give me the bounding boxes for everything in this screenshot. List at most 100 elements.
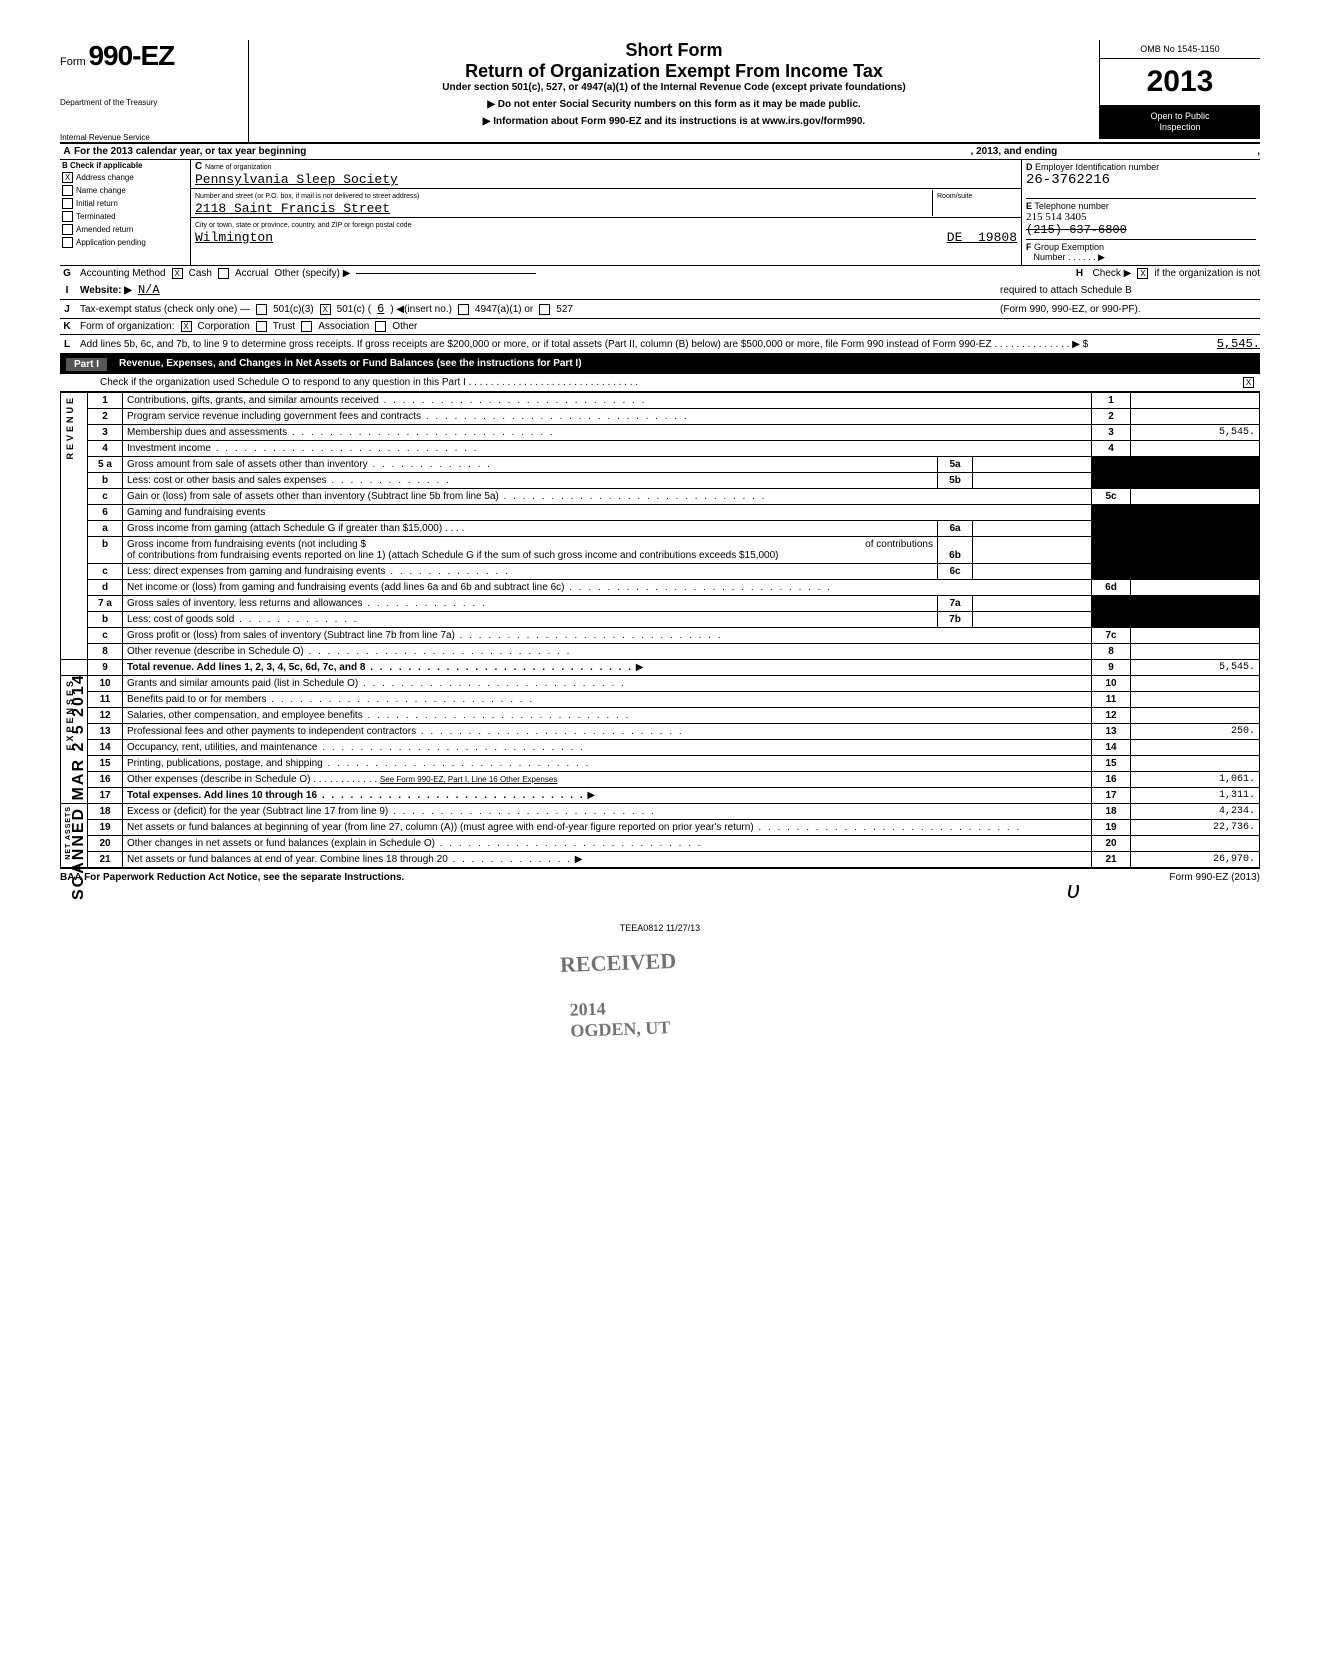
- col-c-org-info: C Name of organization Pennsylvania Slee…: [191, 160, 1022, 265]
- chk-amended[interactable]: [62, 224, 73, 235]
- ln12-desc: Salaries, other compensation, and employ…: [127, 710, 630, 721]
- website-val: N/A: [138, 283, 160, 297]
- ln2-desc: Program service revenue including govern…: [127, 411, 689, 422]
- chk-4947[interactable]: [458, 304, 469, 315]
- letter-c: C: [195, 161, 202, 172]
- ln10-num: 10: [88, 676, 123, 692]
- signature-mark: ʋ: [1067, 877, 1080, 905]
- 501c-num: 6: [377, 302, 384, 316]
- line-j: J Tax-exempt status (check only one) — 5…: [60, 299, 1260, 318]
- ln5c-amt: [1131, 489, 1260, 505]
- chk-other-org[interactable]: [375, 321, 386, 332]
- ln5a-val: [973, 457, 1092, 473]
- title-box: Short Form Return of Organization Exempt…: [249, 40, 1099, 127]
- chk-h[interactable]: X: [1137, 268, 1148, 279]
- ln21-num: 21: [88, 852, 123, 868]
- footer: BAA For Paperwork Reduction Act Notice, …: [60, 868, 1260, 883]
- ln14-desc: Occupancy, rent, utilities, and maintena…: [127, 742, 585, 753]
- lbl-group-num: Number . . . . . . ▶: [1034, 252, 1105, 262]
- ln9-lbl: 9: [1092, 660, 1131, 676]
- form-number-box: Form 990-EZ Department of the Treasury I…: [60, 40, 249, 142]
- chk-corp[interactable]: X: [181, 321, 192, 332]
- ln5c-lbl: 5c: [1092, 489, 1131, 505]
- ln14-num: 14: [88, 740, 123, 756]
- ln16-note: See Form 990-EZ, Part I, Line 16 Other E…: [380, 775, 557, 784]
- ln16-lbl: 16: [1092, 772, 1131, 788]
- col-def: D Employer Identification number 26-3762…: [1022, 160, 1260, 265]
- ln6b-desc: Gross income from fundraising events (no…: [127, 539, 366, 550]
- ln15-num: 15: [88, 756, 123, 772]
- chk-accrual[interactable]: [218, 268, 229, 279]
- chk-527[interactable]: [539, 304, 550, 315]
- line-g-h: G Accounting Method XCash Accrual Other …: [60, 265, 1260, 281]
- ln13-num: 13: [88, 724, 123, 740]
- lbl-form-org: Form of organization:: [80, 321, 175, 332]
- lbl-assoc: Association: [318, 321, 369, 332]
- lbl-addr-change: Address change: [76, 173, 134, 182]
- letter-b: B: [62, 161, 68, 170]
- omb-number: OMB No 1545-1150: [1100, 40, 1260, 59]
- ln6-num: 6: [88, 505, 123, 521]
- ln11-lbl: 11: [1092, 692, 1131, 708]
- form-prefix: Form: [60, 56, 86, 68]
- ln16-desc: Other expenses (describe in Schedule O): [127, 774, 310, 785]
- ln7c-desc: Gross profit or (loss) from sales of inv…: [127, 630, 723, 641]
- chk-trust[interactable]: [256, 321, 267, 332]
- chk-assoc[interactable]: [301, 321, 312, 332]
- ln16-amt: 1,061.: [1131, 772, 1260, 788]
- ln12-amt: [1131, 708, 1260, 724]
- chk-schedule-o[interactable]: X: [1243, 377, 1254, 388]
- form-header: Form 990-EZ Department of the Treasury I…: [60, 40, 1260, 142]
- vlabel-revenue: REVENUE: [65, 395, 75, 460]
- line-a-text1: For the 2013 calendar year, or tax year …: [74, 146, 306, 157]
- return-title: Return of Organization Exempt From Incom…: [259, 61, 1089, 82]
- ln5b-sub: 5b: [938, 473, 973, 489]
- lbl-corp: Corporation: [198, 321, 250, 332]
- ln2-amt: [1131, 409, 1260, 425]
- under-section: Under section 501(c), 527, or 4947(a)(1)…: [259, 82, 1089, 93]
- ln14-amt: [1131, 740, 1260, 756]
- chk-initial[interactable]: [62, 198, 73, 209]
- letter-h: H: [1073, 268, 1087, 279]
- chk-terminated[interactable]: [62, 211, 73, 222]
- chk-501c[interactable]: X: [320, 304, 331, 315]
- chk-cash[interactable]: X: [172, 268, 183, 279]
- ln10-amt: [1131, 676, 1260, 692]
- lbl-group-exempt: Group Exemption: [1034, 242, 1104, 252]
- lbl-initial: Initial return: [76, 199, 118, 208]
- letter-d: D: [1026, 162, 1033, 172]
- chk-name-change[interactable]: [62, 185, 73, 196]
- ln17-lbl: 17: [1092, 788, 1131, 804]
- h-text2: if the organization is not: [1154, 268, 1260, 279]
- ln1-num: 1: [88, 393, 123, 409]
- ln7b-sub: 7b: [938, 612, 973, 628]
- ln6c-sub: 6c: [938, 564, 973, 580]
- lbl-tax-status: Tax-exempt status (check only one) —: [80, 304, 250, 315]
- ln8-num: 8: [88, 644, 123, 660]
- letter-e: E: [1026, 201, 1032, 211]
- ln5a-sub: 5a: [938, 457, 973, 473]
- chk-app-pending[interactable]: [62, 237, 73, 248]
- form-number: 990-EZ: [88, 40, 174, 71]
- ln13-desc: Professional fees and other payments to …: [127, 726, 684, 737]
- ln8-lbl: 8: [1092, 644, 1131, 660]
- chk-501c3[interactable]: [256, 304, 267, 315]
- ln11-num: 11: [88, 692, 123, 708]
- ln8-desc: Other revenue (describe in Schedule O): [127, 646, 571, 657]
- lbl-app-pending: Application pending: [76, 238, 146, 247]
- lbl-amended: Amended return: [76, 225, 133, 234]
- ln10-lbl: 10: [1092, 676, 1131, 692]
- stamp-scanned: SCANNED MAR 2 5 2014: [70, 673, 88, 900]
- ln19-desc: Net assets or fund balances at beginning…: [127, 822, 1021, 833]
- ln18-desc: Excess or (deficit) for the year (Subtra…: [127, 806, 656, 817]
- ln4-desc: Investment income: [127, 443, 479, 454]
- lbl-accounting: Accounting Method: [80, 268, 166, 279]
- letter-j: J: [60, 304, 74, 315]
- ln7a-desc: Gross sales of inventory, less returns a…: [127, 598, 487, 609]
- chk-addr-change[interactable]: X: [62, 172, 73, 183]
- ln14-lbl: 14: [1092, 740, 1131, 756]
- line-l-amt: 5,545.: [1140, 337, 1260, 351]
- ln7c-amt: [1131, 628, 1260, 644]
- lbl-527: 527: [556, 304, 573, 315]
- ln6c-val: [973, 564, 1092, 580]
